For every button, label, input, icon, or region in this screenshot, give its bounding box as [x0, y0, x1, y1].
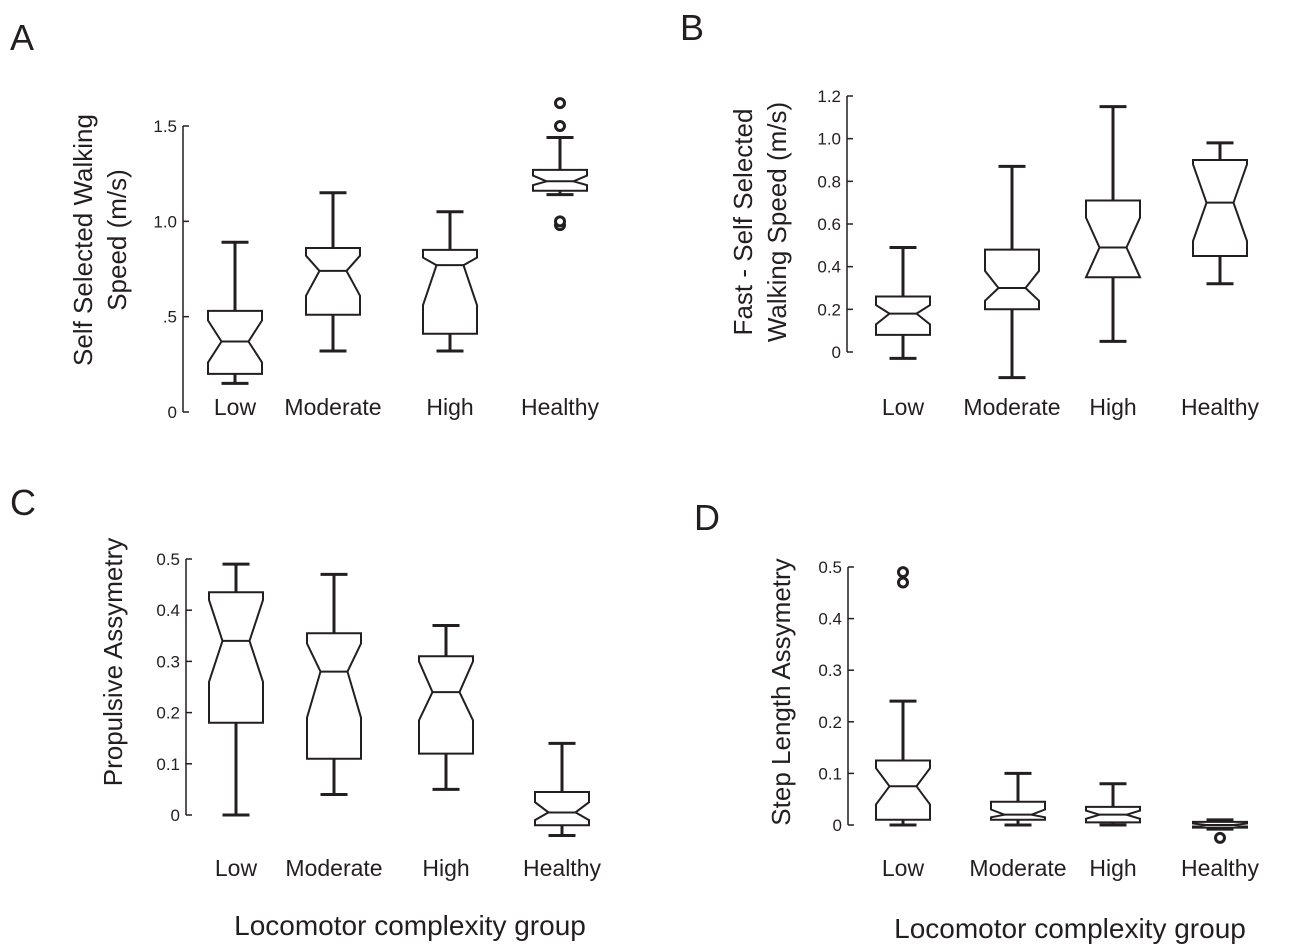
panel-b-plot-area: 0 0.2 0.4 0.6 0.8 1.0 1.2 Low Moderate High Health…	[817, 87, 1259, 420]
panel-b-category-label: High	[1089, 394, 1136, 420]
panel-b-box-low	[875, 245, 931, 360]
panel-c-box-healthy	[534, 741, 590, 837]
panel-a-box-low	[207, 240, 263, 385]
panel-c-box-moderate	[306, 572, 362, 797]
panel-a-y-tick-label: 1.0	[153, 212, 177, 231]
panel-letter-c: C	[10, 482, 36, 523]
panel-b-y-tick-label: 1.2	[817, 87, 841, 106]
panel-c: C Propulsive Assymetry 0 0.1 0.2 0.3 0.4 0.5 L…	[10, 482, 601, 881]
notched-box	[875, 295, 931, 336]
panel-d-y-tick-label: 0.5	[818, 558, 842, 577]
panel-d-y-tick-label: 0.1	[818, 764, 842, 783]
panel-c-y-tick-label: 0.4	[156, 601, 180, 620]
panel-d-box-high	[1085, 782, 1141, 827]
panel-d-y-tick-label: 0	[833, 816, 842, 835]
notched-box	[306, 632, 362, 760]
panel-a-box-healthy	[532, 97, 588, 232]
panel-b-y-tick-label: 0.6	[817, 215, 841, 234]
panel-b-y-tick-label: 0.8	[817, 172, 841, 191]
panel-b-category-label: Low	[882, 394, 925, 420]
panel-letter-a: A	[10, 17, 34, 58]
panel-c-category-label: Moderate	[285, 855, 382, 881]
panel-d-category-label: Moderate	[969, 855, 1066, 881]
panel-c-ylabel-line-1: Propulsive Assymetry	[98, 538, 128, 787]
notched-box	[208, 591, 264, 724]
panel-c-y-tick-label: 0.3	[156, 652, 180, 671]
panel-a: A Self Selected Walking Speed (m/s) 0 .5 1…	[10, 17, 599, 422]
panel-d-category-label: Low	[882, 855, 925, 881]
panel-a-ylabel-line-1: Self Selected Walking	[68, 114, 98, 366]
panel-b-box-moderate	[984, 164, 1040, 380]
notched-box	[1084, 199, 1142, 279]
panel-d-category-label: Healthy	[1181, 855, 1259, 881]
x-axis-title-left: Locomotor complexity group	[234, 910, 586, 941]
panel-letter-b: B	[680, 7, 704, 48]
panel-b-y-tick-label: 0.2	[817, 300, 841, 319]
outlier-point	[897, 576, 909, 589]
notched-box	[1192, 159, 1248, 257]
panel-c-ylabel: Propulsive Assymetry	[98, 538, 128, 787]
panel-c-category-label: Low	[215, 855, 258, 881]
panel-b-ylabel: Fast - Self Selected Walking Speed (m/s)	[728, 102, 792, 342]
panel-b-ylabel-line-1: Fast - Self Selected	[728, 109, 758, 336]
panel-d-box-low	[875, 566, 931, 827]
panel-d: D Step Length Assymetry 0 0.1 0.2 0.3 0.4 0.5…	[694, 497, 1259, 881]
panel-a-category-label: Healthy	[521, 394, 599, 420]
panel-b: B Fast - Self Selected Walking Speed (m/…	[680, 7, 1259, 420]
panel-c-y-tick-label: 0.2	[156, 704, 180, 723]
panel-b-y-tick-label: 0.4	[817, 258, 841, 277]
panel-d-ylabel: Step Length Assymetry	[766, 558, 796, 825]
panel-c-box-high	[418, 624, 474, 791]
notched-box	[534, 791, 590, 827]
panel-b-category-label: Moderate	[963, 394, 1060, 420]
panel-a-y-tick-label: .5	[163, 308, 177, 327]
panel-c-y-tick-label: 0.5	[156, 550, 180, 569]
panel-c-category-label: High	[422, 855, 469, 881]
notched-box	[418, 655, 474, 755]
outlier-point	[554, 97, 566, 110]
panel-a-category-label: Low	[214, 394, 257, 420]
panel-b-box-healthy	[1192, 141, 1248, 286]
outlier-point	[897, 566, 909, 579]
panel-c-y-tick-label: 0	[171, 806, 180, 825]
panel-d-category-label: High	[1089, 855, 1136, 881]
notched-box	[305, 247, 361, 316]
panel-a-ylabel: Self Selected Walking Speed (m/s)	[68, 114, 132, 366]
panel-b-box-high	[1084, 105, 1142, 343]
panel-d-ylabel-line-1: Step Length Assymetry	[766, 558, 796, 825]
panel-b-y-tick-label: 1.0	[817, 130, 841, 149]
panel-b-category-label: Healthy	[1181, 394, 1259, 420]
panel-c-plot-area: 0 0.1 0.2 0.3 0.4 0.5 Low Moderate High Healthy	[156, 550, 601, 881]
panel-d-box-moderate	[990, 771, 1046, 827]
panel-a-category-label: Moderate	[284, 394, 381, 420]
panel-a-ylabel-line-2: Speed (m/s)	[102, 169, 132, 311]
panel-b-ylabel-line-2: Walking Speed (m/s)	[762, 102, 792, 342]
panel-d-y-tick-label: 0.2	[818, 713, 842, 732]
panel-a-plot-area: 0 .5 1.0 1.5 Low Moderate High Healthy	[153, 97, 599, 422]
panel-d-box-healthy	[1192, 818, 1248, 844]
notched-box	[990, 800, 1046, 821]
outlier-point	[554, 120, 566, 132]
panel-a-y-tick-label: 1.5	[153, 117, 177, 136]
panel-a-category-label: High	[426, 394, 473, 420]
outlier-point	[1214, 831, 1226, 844]
panel-a-box-high	[422, 210, 478, 353]
panel-d-plot-area: 0 0.1 0.2 0.3 0.4 0.5 Low Moderate High Healthy	[818, 558, 1259, 881]
notched-box	[422, 248, 478, 335]
notched-box	[984, 248, 1040, 311]
panel-a-box-moderate	[305, 191, 361, 353]
panel-b-y-tick-label: 0	[832, 343, 841, 362]
panel-d-y-tick-label: 0.3	[818, 661, 842, 680]
outlier-point	[554, 215, 566, 228]
notched-box	[875, 759, 931, 821]
panel-c-box-low	[208, 562, 264, 817]
panel-a-y-tick-label: 0	[168, 403, 177, 422]
panel-d-y-tick-label: 0.4	[818, 610, 842, 629]
panel-c-category-label: Healthy	[523, 855, 601, 881]
x-axis-title-right: Locomotor complexity group	[894, 913, 1246, 944]
panel-letter-d: D	[694, 497, 720, 538]
panel-c-y-tick-label: 0.1	[156, 755, 180, 774]
